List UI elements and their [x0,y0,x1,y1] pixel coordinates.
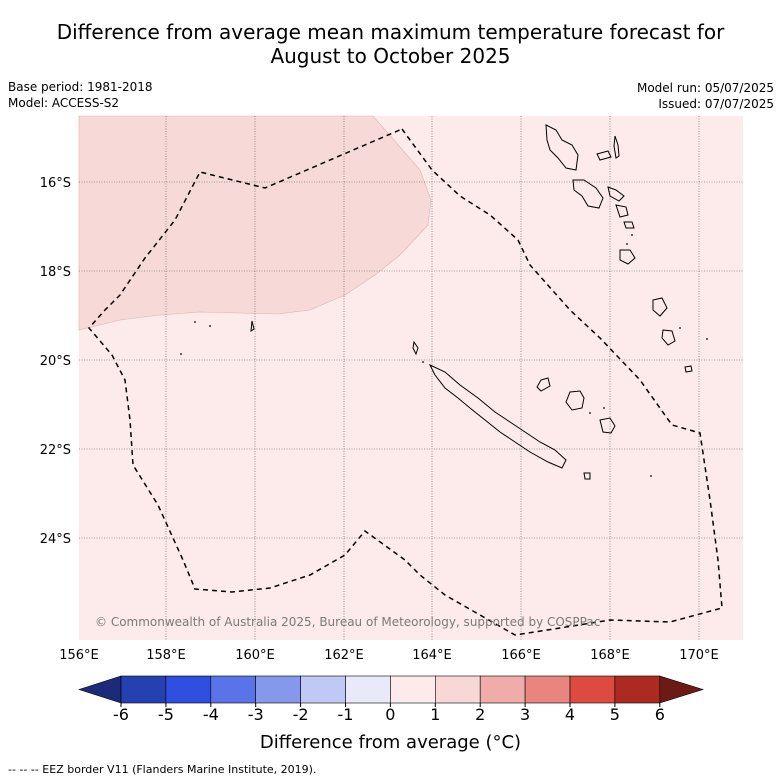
ambrym-island [615,204,629,218]
colorbar-tick-label: 0 [385,705,395,724]
latitude-tick-label: 18°S [40,265,71,280]
longitude-tick-label: 162°E [324,648,364,663]
colorbar-tick-label: -2 [293,705,309,724]
longitude-tick-label: 166°E [501,648,541,663]
colorbar-segment [255,675,301,704]
espiritu-santo-island [545,124,579,171]
eez-border-footnote: -- -- -- EEZ border V11 (Flanders Marine… [8,763,317,776]
model-run-label: Model run: 05/07/2025 [636,81,774,95]
colorbar-segment [524,675,571,704]
chart-title-line-1: Difference from average mean maximum tem… [56,20,725,44]
colorbar-segment [390,675,436,704]
chesterfield-islet [250,320,255,333]
lifou-island [565,390,585,411]
chart-title-line-2: August to October 2025 [270,44,511,68]
malekula-island [572,179,604,209]
colorbar-segment [614,675,661,704]
longitude-tick-label: 168°E [590,648,630,663]
malo-island [596,150,612,161]
latitude-tick-label: 20°S [40,354,71,369]
issued-label: Issued: 07/07/2025 [658,97,774,111]
colorbar-segment [569,675,616,704]
ile-des-pins-island [583,472,591,480]
colorbar-segment [300,675,346,704]
epi-island [623,221,635,229]
latitude-tick-label: 16°S [40,176,71,191]
mare-island [599,417,616,434]
colorbar-segment [345,675,391,704]
colorbar-lower-extension [78,675,122,704]
longitude-tick-label: 158°E [146,648,186,663]
maewo-island [613,135,620,159]
colorbar-tick-label: 1 [430,705,440,724]
colorbar-tick-label: 6 [655,705,665,724]
colorbar-segment [165,675,212,704]
colorbar-tick-label: -6 [113,705,129,724]
small-islets [180,234,708,477]
colorbar-tick-label: 3 [520,705,530,724]
longitude-tick-label: 164°E [412,648,452,663]
gridlines [79,116,743,640]
colorbar-upper-extension [659,675,705,704]
erromango-island [652,297,668,317]
tanna-island [661,329,676,346]
eez-border [88,128,723,636]
model-label: Model: ACCESS-S2 [8,96,120,110]
colorbar-tick-label: 4 [565,705,575,724]
colorbar-tick-label: 2 [475,705,485,724]
colorbar-tick-label: -5 [158,705,174,724]
base-period-label: Base period: 1981-2018 [8,80,153,94]
aneityum-island [684,365,693,373]
colorbar-tick-label: -3 [248,705,264,724]
latitude-tick-label: 22°S [40,443,71,458]
colorbar [78,675,705,704]
colorbar-title: Difference from average (°C) [259,732,522,753]
colorbar-tick-label: -1 [338,705,354,724]
efate-island [619,249,636,265]
coastlines [250,124,693,480]
longitude-tick-label: 170°E [679,648,719,663]
new-caledonia-island [428,363,567,469]
colorbar-tick-label: 5 [610,705,620,724]
colorbar-segment [479,675,526,704]
colorbar-segment [120,675,167,704]
longitude-tick-label: 160°E [235,648,275,663]
pentecost-island [607,186,625,202]
anomaly-region-1-to-2 [78,115,432,331]
latitude-tick-label: 24°S [40,532,71,547]
colorbar-tick-label: -4 [203,705,219,724]
ouvea-island [536,377,551,392]
colorbar-segment [434,675,481,704]
colorbar-segment [210,675,257,704]
longitude-tick-label: 156°E [59,648,99,663]
belep-island [412,340,419,356]
copyright-notice: © Commonwealth of Australia 2025, Bureau… [95,615,600,629]
